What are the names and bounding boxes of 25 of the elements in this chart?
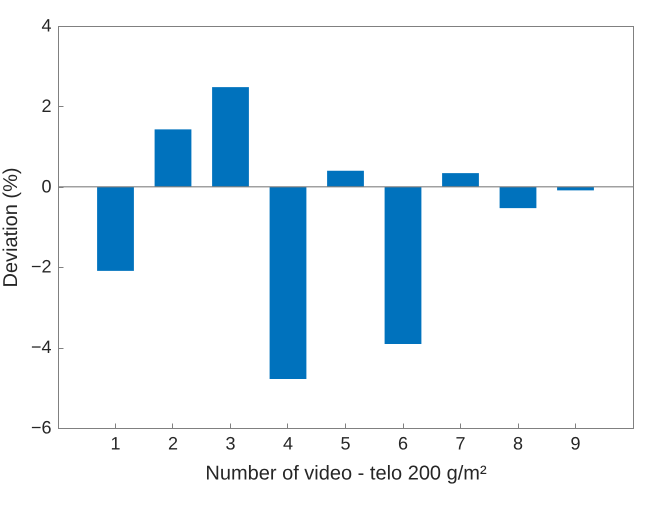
x-tick-label: 3 — [225, 434, 236, 454]
x-tick-label: 1 — [110, 434, 121, 454]
bar — [384, 186, 422, 344]
y-tick-label: −2 — [30, 256, 52, 277]
y-tick-label: 2 — [41, 96, 52, 116]
y-tick-label: 4 — [41, 16, 52, 36]
bar — [270, 186, 306, 379]
y-axis-title: Deviation (%) — [0, 167, 22, 288]
bar — [500, 186, 536, 208]
x-tick-label: 9 — [570, 434, 581, 454]
y-tick-label: −6 — [30, 418, 52, 438]
x-tick-label: 8 — [512, 434, 524, 454]
x-tick-label: 2 — [168, 434, 178, 454]
bar — [97, 186, 134, 271]
y-tick-label: 0 — [41, 176, 52, 196]
x-tick-label: 5 — [340, 434, 351, 454]
x-axis-title: Number of video - telo 200 g/m² — [205, 462, 487, 484]
x-tick-label: 7 — [455, 434, 466, 454]
x-tick-label: 4 — [282, 434, 294, 454]
y-tick-label: −4 — [30, 337, 52, 358]
bar — [154, 129, 192, 187]
x-tick-label: 6 — [398, 434, 408, 454]
bar — [442, 173, 479, 187]
bar — [212, 87, 249, 187]
bar — [327, 170, 364, 187]
